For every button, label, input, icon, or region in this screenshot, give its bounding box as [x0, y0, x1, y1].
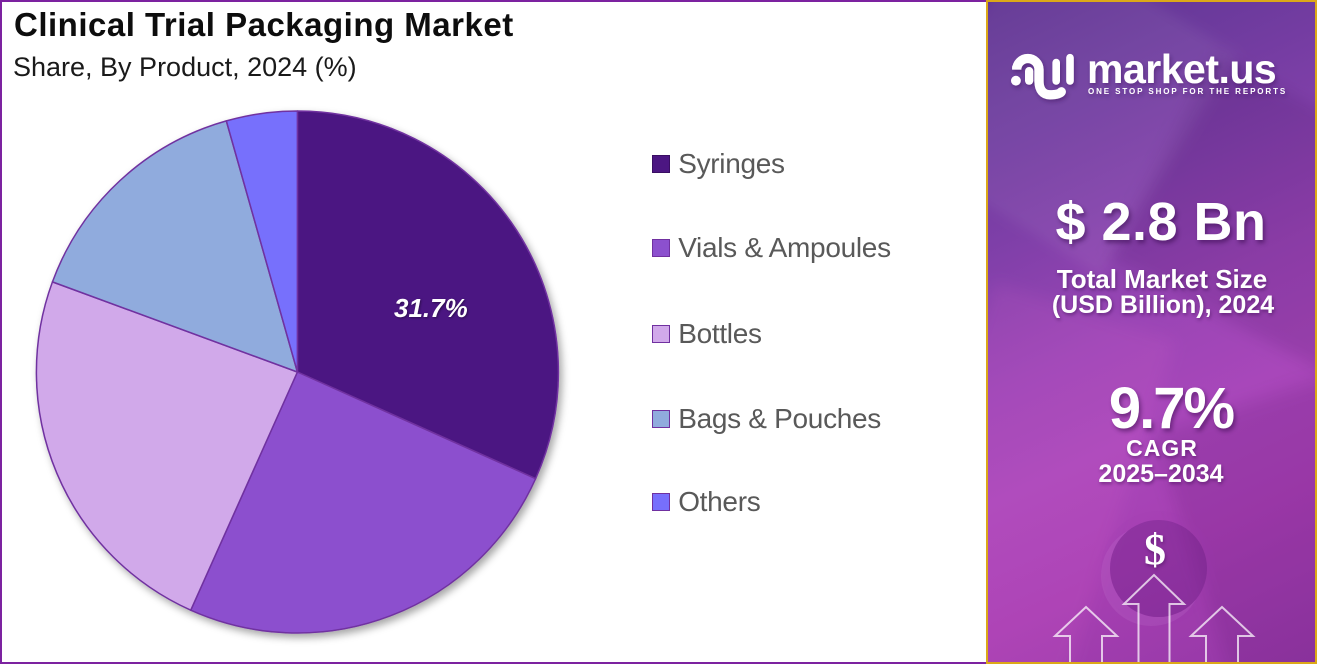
svg-text:ONE STOP SHOP FOR THE REPORTS: ONE STOP SHOP FOR THE REPORTS [1088, 87, 1287, 96]
svg-text:market.us: market.us [1087, 46, 1276, 92]
